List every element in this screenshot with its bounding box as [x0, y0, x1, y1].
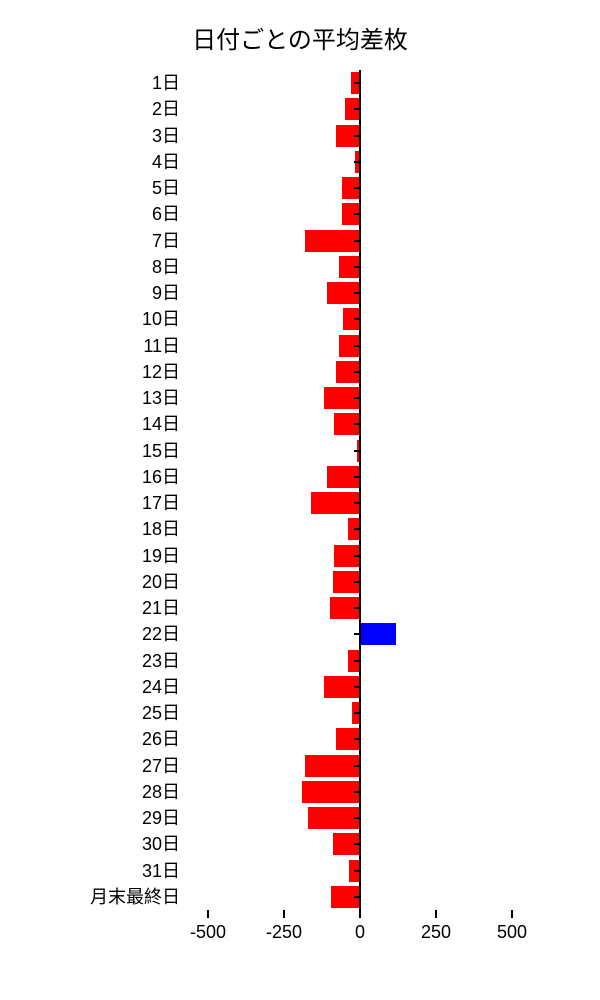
y-axis-label: 3日 [20, 123, 180, 149]
y-axis-label: 6日 [20, 201, 180, 227]
y-axis-label: 4日 [20, 149, 180, 175]
y-axis-label: 30日 [20, 831, 180, 857]
y-axis-label: 26日 [20, 726, 180, 752]
y-axis-label: 月末最終日 [20, 884, 180, 910]
y-axis-label: 25日 [20, 700, 180, 726]
y-axis-label: 19日 [20, 543, 180, 569]
bar [311, 492, 360, 514]
y-axis-label: 27日 [20, 753, 180, 779]
x-tick [359, 910, 361, 918]
x-axis-label: -500 [190, 922, 226, 943]
plot-area [170, 70, 550, 910]
y-axis-label: 17日 [20, 490, 180, 516]
bar [308, 807, 360, 829]
y-axis-label: 7日 [20, 228, 180, 254]
y-axis-label: 9日 [20, 280, 180, 306]
y-axis-label: 11日 [20, 333, 180, 359]
y-axis-label: 13日 [20, 385, 180, 411]
y-axis-label: 5日 [20, 175, 180, 201]
chart-title: 日付ごとの平均差枚 [0, 20, 600, 55]
y-axis-label: 1日 [20, 70, 180, 96]
y-axis-label: 16日 [20, 464, 180, 490]
y-axis-label: 12日 [20, 359, 180, 385]
y-axis-label: 14日 [20, 411, 180, 437]
y-axis-label: 23日 [20, 648, 180, 674]
y-axis-label: 22日 [20, 621, 180, 647]
y-axis-label: 31日 [20, 858, 180, 884]
zero-line [359, 70, 361, 910]
y-axis-label: 20日 [20, 569, 180, 595]
x-axis-label: 250 [421, 922, 451, 943]
x-tick [207, 910, 209, 918]
y-axis-label: 29日 [20, 805, 180, 831]
y-axis-label: 15日 [20, 438, 180, 464]
y-axis-label: 8日 [20, 254, 180, 280]
y-axis-label: 2日 [20, 96, 180, 122]
y-axis-label: 24日 [20, 674, 180, 700]
y-axis-label: 28日 [20, 779, 180, 805]
x-axis-label: -250 [266, 922, 302, 943]
bar [305, 230, 360, 252]
y-axis-label: 18日 [20, 516, 180, 542]
x-tick [283, 910, 285, 918]
x-tick [511, 910, 513, 918]
chart-container: 日付ごとの平均差枚 1日2日3日4日5日6日7日8日9日10日11日12日13日… [0, 0, 600, 1000]
x-axis-label: 500 [497, 922, 527, 943]
y-axis-label: 10日 [20, 306, 180, 332]
x-tick [435, 910, 437, 918]
x-axis-label: 0 [355, 922, 365, 943]
bar [360, 623, 396, 645]
bar [305, 755, 360, 777]
y-axis-label: 21日 [20, 595, 180, 621]
bar [302, 781, 360, 803]
